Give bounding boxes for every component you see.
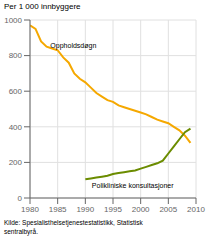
svg-text:0: 0 bbox=[18, 194, 23, 203]
svg-text:400: 400 bbox=[9, 123, 23, 132]
svg-text:1990: 1990 bbox=[76, 205, 94, 214]
html-text:Kilde: Spesialisthelsetjeneste: Kilde: Spesialisthelsetjenestestatistikk… bbox=[4, 219, 143, 226]
svg-text:Oppholdsdøgn: Oppholdsdøgn bbox=[50, 42, 96, 50]
svg-text:2005: 2005 bbox=[159, 205, 177, 214]
svg-text:1980: 1980 bbox=[21, 205, 39, 214]
html-text:Per 1 000 innbyggere: Per 1 000 innbyggere bbox=[4, 2, 81, 11]
html-text:sentralbyrå.: sentralbyrå. bbox=[4, 228, 38, 235]
svg-text:2010: 2010 bbox=[187, 205, 198, 214]
svg-text:1995: 1995 bbox=[104, 205, 122, 214]
svg-text:Polikliniske konsultasjoner: Polikliniske konsultasjoner bbox=[92, 182, 174, 190]
svg-text:2000: 2000 bbox=[132, 205, 150, 214]
svg-text:200: 200 bbox=[9, 158, 23, 167]
svg-text:600: 600 bbox=[9, 87, 23, 96]
svg-text:800: 800 bbox=[9, 51, 23, 60]
svg-text:1000: 1000 bbox=[8, 16, 23, 25]
svg-text:1985: 1985 bbox=[49, 205, 67, 214]
